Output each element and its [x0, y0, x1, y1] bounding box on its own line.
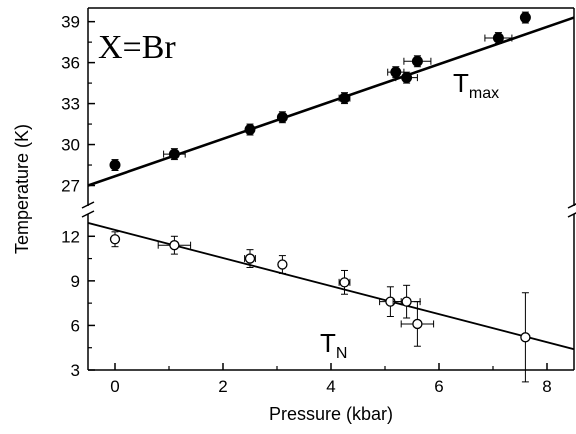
y-tick-label: 30 — [61, 136, 80, 155]
marker — [519, 12, 531, 24]
x-tick-label: 6 — [434, 377, 443, 396]
marker — [109, 159, 121, 171]
fit-line-max — [88, 16, 574, 187]
data-point-n — [109, 231, 121, 248]
marker — [412, 318, 423, 330]
y-tick-label: 6 — [71, 316, 80, 335]
marker — [339, 277, 350, 288]
panel-annotation: X=Br — [98, 29, 176, 66]
x-axis-title: Pressure (kbar) — [269, 404, 393, 424]
marker — [168, 148, 180, 160]
data-point-max — [484, 32, 513, 45]
marker — [277, 259, 288, 270]
data-point-max — [403, 55, 432, 68]
fit-lines — [88, 16, 574, 351]
marker — [411, 55, 423, 67]
marker — [401, 72, 413, 84]
marker — [244, 124, 256, 136]
marker — [401, 296, 412, 307]
y-tick-label: 39 — [61, 13, 80, 32]
data-point-max — [276, 111, 288, 124]
data-point-n — [392, 284, 421, 319]
data-point-n — [244, 249, 256, 268]
y-tick-label: 9 — [71, 272, 80, 291]
y-tick-label: 33 — [61, 95, 80, 114]
x-tick-label: 2 — [218, 377, 227, 396]
marker — [492, 32, 504, 44]
marker — [244, 253, 256, 264]
series-label-tn: TN — [320, 328, 347, 362]
y-tick-label: 27 — [61, 177, 80, 196]
marker — [339, 92, 350, 104]
x-tick-label: 8 — [542, 377, 551, 396]
axis-break-marks — [81, 201, 576, 218]
data-point-max — [109, 159, 121, 171]
marker — [169, 240, 180, 251]
data-point-n — [338, 269, 351, 295]
data-point-n — [277, 255, 288, 274]
x-tick-label: 4 — [326, 377, 335, 396]
marker — [520, 332, 531, 343]
break-mark-left-bottom — [81, 210, 95, 218]
series-label-tmax: Tmax — [453, 68, 499, 102]
data-point-n — [379, 286, 402, 318]
data-point-max — [163, 148, 186, 161]
marker — [109, 234, 121, 245]
data-point-max — [244, 123, 256, 136]
data-point-max — [338, 92, 351, 105]
data-point-n — [157, 235, 192, 255]
y-tick-label: 36 — [61, 54, 80, 73]
fit-line-n — [88, 222, 574, 351]
data-point-n — [400, 301, 435, 347]
y-tick-label: 12 — [61, 227, 80, 246]
marker — [276, 111, 288, 123]
y-tick-label: 3 — [71, 361, 80, 380]
data-point-max — [395, 71, 418, 84]
data-point-n — [520, 292, 531, 383]
break-mark-left-top — [81, 201, 95, 209]
data-point-max — [519, 11, 531, 24]
break-mark-right-bottom — [567, 212, 576, 218]
break-mark-right-top — [567, 203, 576, 209]
y-axis-title: Temperature (K) — [12, 124, 32, 254]
x-tick-label: 0 — [110, 377, 119, 396]
data-points — [109, 11, 531, 383]
